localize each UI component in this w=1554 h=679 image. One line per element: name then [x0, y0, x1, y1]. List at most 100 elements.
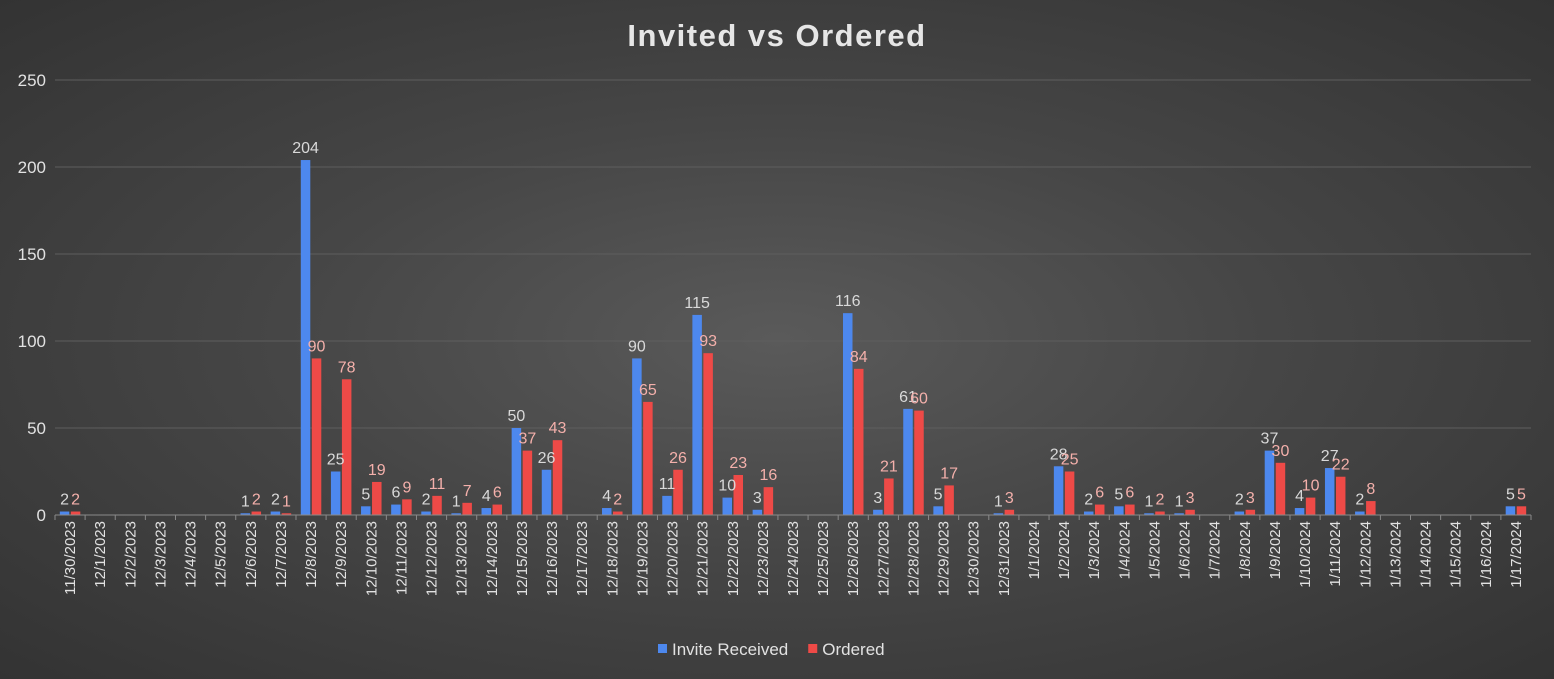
bar-ordered [763, 487, 774, 515]
data-label: 26 [669, 450, 687, 467]
data-label: 1 [452, 493, 461, 510]
bar-ordered [1185, 509, 1195, 515]
data-label: 2 [271, 492, 280, 509]
data-label: 25 [327, 452, 345, 469]
data-label: 204 [292, 140, 319, 157]
bar-ordered [432, 495, 442, 515]
data-label: 19 [368, 462, 386, 479]
bar-invite-received [330, 471, 341, 515]
x-tick-label: 12/15/2023 [514, 521, 531, 596]
legend: Invite Received Ordered [658, 640, 885, 659]
data-label: 26 [538, 450, 556, 467]
data-label: 5 [1114, 486, 1123, 503]
bar-invite-received [842, 313, 853, 515]
x-tick-label: 12/23/2023 [755, 521, 772, 596]
data-label: 7 [463, 483, 472, 500]
y-axis: 0 50 100 150 200 250 [18, 71, 46, 525]
bar-invite-received [1234, 511, 1245, 515]
data-label: 4 [1295, 488, 1304, 505]
bar-invite-received [1505, 506, 1516, 515]
bar-ordered [1094, 504, 1105, 515]
data-label: 1 [282, 493, 291, 510]
x-tick-label: 12/17/2023 [574, 521, 591, 596]
x-tick-label: 12/31/2023 [996, 521, 1013, 596]
bar-invite-received [421, 511, 431, 515]
bar-ordered [281, 513, 292, 515]
data-label: 10 [718, 478, 736, 495]
x-tick-label: 12/9/2023 [333, 521, 350, 588]
bar-ordered [251, 511, 262, 515]
x-tick-label: 1/11/2024 [1327, 521, 1344, 587]
bar-invite-received [511, 428, 522, 515]
data-label: 5 [934, 486, 943, 503]
data-label: 60 [910, 391, 928, 408]
data-label: 4 [482, 488, 491, 505]
x-tick-label: 12/28/2023 [905, 521, 922, 596]
bar-invite-received [692, 314, 702, 515]
bar-invite-received [481, 508, 492, 515]
data-label: 2 [422, 492, 431, 509]
data-label: 37 [1261, 431, 1279, 448]
bar-ordered [522, 450, 533, 515]
bar-invite-received [240, 513, 251, 515]
data-label: 11 [659, 476, 676, 493]
bar-ordered [1155, 511, 1165, 515]
data-label: 23 [729, 455, 747, 472]
data-label: 4 [602, 488, 611, 505]
data-label: 5 [1506, 486, 1515, 503]
bar-invite-received [602, 508, 612, 515]
x-tick-label: 12/12/2023 [424, 521, 441, 596]
x-tick-label: 11/30/2023 [62, 521, 79, 595]
bar-invite-received [1294, 508, 1305, 515]
bar-ordered [372, 481, 382, 515]
x-tick-label: 1/8/2024 [1237, 521, 1254, 579]
bar-ordered [914, 410, 924, 515]
x-tick-label: 1/15/2024 [1448, 521, 1465, 588]
bar-ordered [1516, 506, 1527, 515]
bar-ordered [402, 499, 412, 515]
data-label: 2 [1235, 492, 1244, 509]
x-tick-label: 1/6/2024 [1177, 521, 1194, 579]
bar-ordered [643, 401, 653, 515]
y-tick-label: 50 [27, 419, 46, 438]
data-label: 6 [391, 485, 400, 502]
data-label: 16 [759, 467, 777, 484]
x-tick-label: 1/16/2024 [1478, 521, 1495, 588]
data-label: 2 [613, 492, 622, 509]
x-tick-label: 1/12/2024 [1357, 521, 1374, 588]
bar-ordered [70, 511, 81, 515]
chart-title: Invited vs Ordered [627, 18, 926, 53]
data-label: 43 [549, 420, 567, 437]
bar-ordered [1275, 462, 1286, 515]
legend-swatch [658, 644, 667, 653]
data-label: 116 [835, 293, 861, 310]
x-tick-label: 12/20/2023 [665, 521, 682, 596]
x-tick-label: 12/16/2023 [544, 521, 561, 596]
data-label: 22 [1332, 457, 1350, 474]
data-label: 5 [361, 486, 370, 503]
data-label: 27 [1321, 448, 1339, 465]
x-tick-label: 1/9/2024 [1267, 521, 1284, 579]
data-label: 3 [1186, 490, 1195, 507]
x-tick-label: 12/7/2023 [273, 521, 290, 588]
bar-ordered [1335, 476, 1346, 515]
data-label: 2 [252, 492, 261, 509]
x-tick-label: 12/25/2023 [815, 521, 832, 596]
bar-invite-received [391, 504, 401, 515]
y-tick-label: 100 [18, 332, 46, 351]
bar-ordered [462, 502, 472, 515]
bar-invite-received [1264, 450, 1275, 515]
legend-swatch [808, 644, 818, 653]
bar-ordered [944, 485, 954, 515]
data-label: 78 [338, 359, 356, 376]
bar-ordered [733, 474, 744, 515]
data-label: 50 [507, 408, 525, 425]
data-label: 2 [1156, 492, 1165, 509]
data-label: 5 [1517, 486, 1526, 503]
bars [59, 160, 1527, 516]
data-label: 11 [429, 476, 446, 493]
data-label: 6 [1125, 485, 1134, 502]
y-tick-label: 250 [18, 71, 46, 90]
